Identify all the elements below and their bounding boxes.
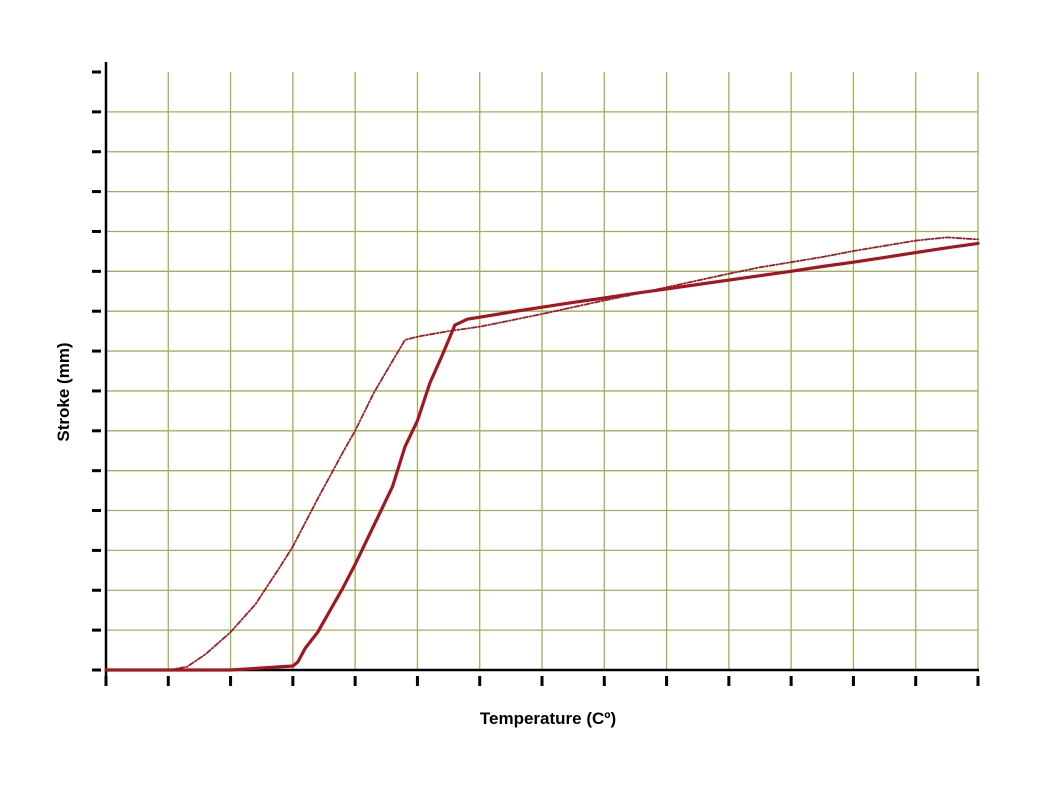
series-solid-line (104, 241, 980, 672)
series-dashed-line (105, 236, 979, 671)
y-axis-title: Stroke (mm) (54, 342, 73, 441)
series (104, 236, 980, 672)
grid (106, 72, 979, 670)
x-axis-title: Temperature (Cº) (480, 709, 616, 728)
axes (92, 62, 980, 686)
